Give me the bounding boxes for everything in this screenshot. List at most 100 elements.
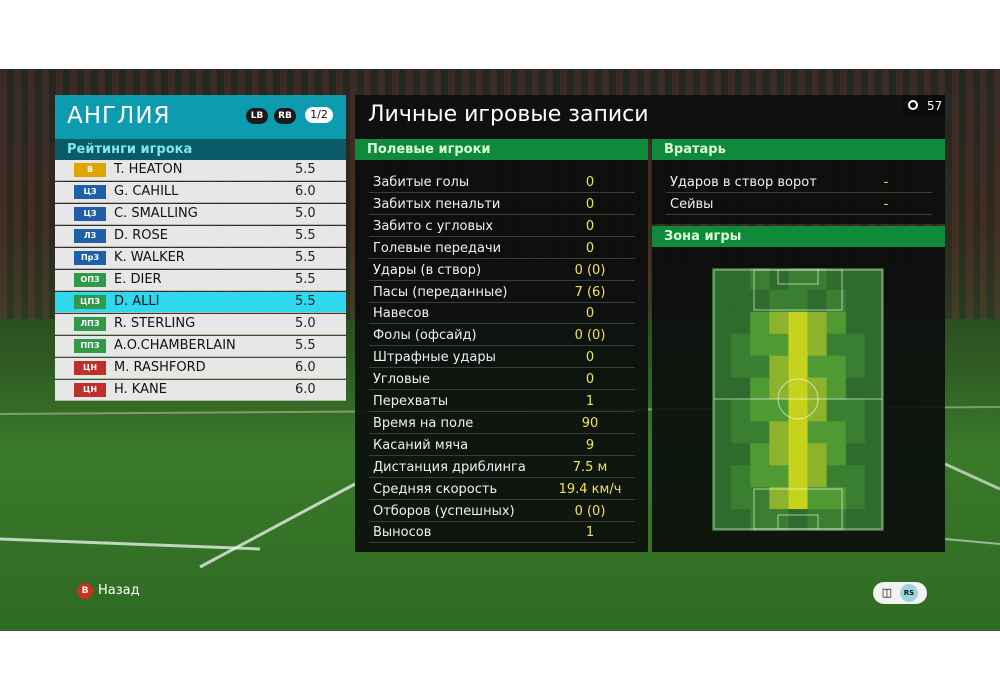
heatmap-cell [731,421,751,444]
heatmap-cell [750,443,770,466]
heatmap-cell [769,289,789,313]
stat-value: 0 (0) [574,503,606,519]
player-rating: 5.5 [295,338,316,353]
stat-row: Штрафные удары 0 [369,347,635,369]
player-rating: 5.5 [295,228,316,243]
stat-row: Касаний мяча 9 [369,435,635,456]
player-row[interactable]: ЦПЗ D. ALLI 5.5 [55,292,346,313]
heatmap-cell [826,399,847,422]
heatmap-cell [769,443,789,466]
player-row[interactable]: ППЗ A.O.CHAMBERLAIN 5.5 [55,336,346,357]
position-badge: ЦЗ [74,185,106,199]
player-row[interactable]: ЛПЗ R. STERLING 5.0 [55,314,346,335]
team-name: АНГЛИЯ [67,103,171,129]
player-rating: 5.5 [295,250,316,265]
heatmap-cell [769,487,789,510]
heatmap-cell [731,377,751,400]
player-name: M. RASHFORD [114,360,206,375]
stat-value: - [883,197,889,212]
heatmap-cell [712,509,732,531]
heatmap-cell [845,509,866,531]
player-row[interactable]: ЦЗ G. CAHILL 6.0 [55,182,346,203]
heatmap-cell [712,289,732,313]
heatmap-cell [750,355,770,379]
stat-label: Дистанция дриблинга [373,459,526,475]
heatmap-cell [826,421,847,444]
stat-value: 0 [585,240,595,256]
heatmap-cell [826,487,847,510]
heatmap-cell [845,377,866,400]
player-row[interactable]: ПрЗ K. WALKER 5.5 [55,248,346,269]
player-rating: 5.5 [295,162,316,177]
heatmap-cell [769,509,789,531]
heatmap-cell [788,289,809,313]
stat-label: Забитых пенальти [373,196,501,212]
heatmap-cell [807,465,828,488]
heatmap-cell [864,487,884,510]
heatmap-cell [712,311,732,335]
heatmap-cell [712,355,732,379]
chat-bubble-icon[interactable]: ◫ [881,586,893,599]
heatmap-cell [731,333,751,357]
stat-value: 7.5 м [572,459,608,475]
player-name: D. ALLI [114,294,160,309]
heatmap-cell [807,399,828,422]
stat-value: 9 [585,437,595,453]
stat-value: 1 [585,525,595,541]
heatmap-pitch-line [777,514,819,530]
ratings-title: Рейтинги игрока [55,139,346,160]
heatmap-cell [712,421,732,444]
chat-rs-buttons[interactable]: ◫ RS [873,582,927,604]
gk-stats-panel: Вратарь Ударов в створ ворот - Сейвы - [652,139,945,224]
rb-button-icon[interactable]: RB [274,108,296,124]
player-row[interactable]: ЛЗ D. ROSE 5.5 [55,226,346,247]
lb-button-icon[interactable]: LB [246,108,268,124]
stat-row: Угловые 0 [369,369,635,391]
stat-value: 0 [585,350,595,366]
b-button-icon: B [77,583,93,599]
stat-value: 0 (0) [574,262,606,278]
rs-button-icon[interactable]: RS [900,584,918,602]
player-row[interactable]: ЦЗ C. SMALLING 5.0 [55,204,346,225]
heatmap-cell [750,333,770,357]
player-name: R. STERLING [114,316,196,331]
stat-value: 7 (6) [574,284,606,300]
player-row[interactable]: ОПЗ E. DIER 5.5 [55,270,346,291]
field-heading: Полевые игроки [355,139,648,160]
stat-label: Забито с угловых [373,218,494,234]
stat-value: 90 [581,415,599,431]
player-rating: 5.0 [295,206,316,221]
heatmap-cell [750,465,770,488]
heatmap-cell [769,465,789,488]
stat-value: - [883,175,889,190]
stat-label: Время на поле [373,415,474,431]
player-row[interactable]: ЦН M. RASHFORD 6.0 [55,358,346,379]
position-badge: ППЗ [74,339,106,353]
stat-row: Забитые голы 0 [369,172,635,193]
back-label: Назад [98,583,140,598]
player-name: K. WALKER [114,250,185,265]
player-name: E. DIER [114,272,162,287]
player-row[interactable]: ЦН H. KANE 6.0 [55,380,346,401]
heatmap-cell [788,465,809,488]
stat-value: 0 [585,372,595,388]
stat-label: Штрафные удары [373,350,496,366]
heatmap-cell [750,399,770,422]
stat-row: Отборов (успешных) 0 (0) [369,501,635,522]
heatmap-cell [807,443,828,466]
heatmap-cell [788,399,809,422]
stat-row: Забитых пенальти 0 [369,194,635,215]
stat-label: Ударов в створ ворот [670,175,817,190]
heatmap-cell [731,268,751,291]
heatmap-cell [769,399,789,422]
stat-value: 0 [585,218,595,234]
heatmap-cell [826,465,847,488]
heatmap [712,268,884,531]
heatmap-cell [864,268,884,291]
heatmap-cell [731,399,751,422]
heatmap-cell [826,268,847,291]
position-badge: ЦН [74,383,106,397]
stats-title-bar: Личные игровые записи [355,95,945,139]
heatmap-cell [845,399,866,422]
player-row[interactable]: В T. HEATON 5.5 [55,160,346,181]
